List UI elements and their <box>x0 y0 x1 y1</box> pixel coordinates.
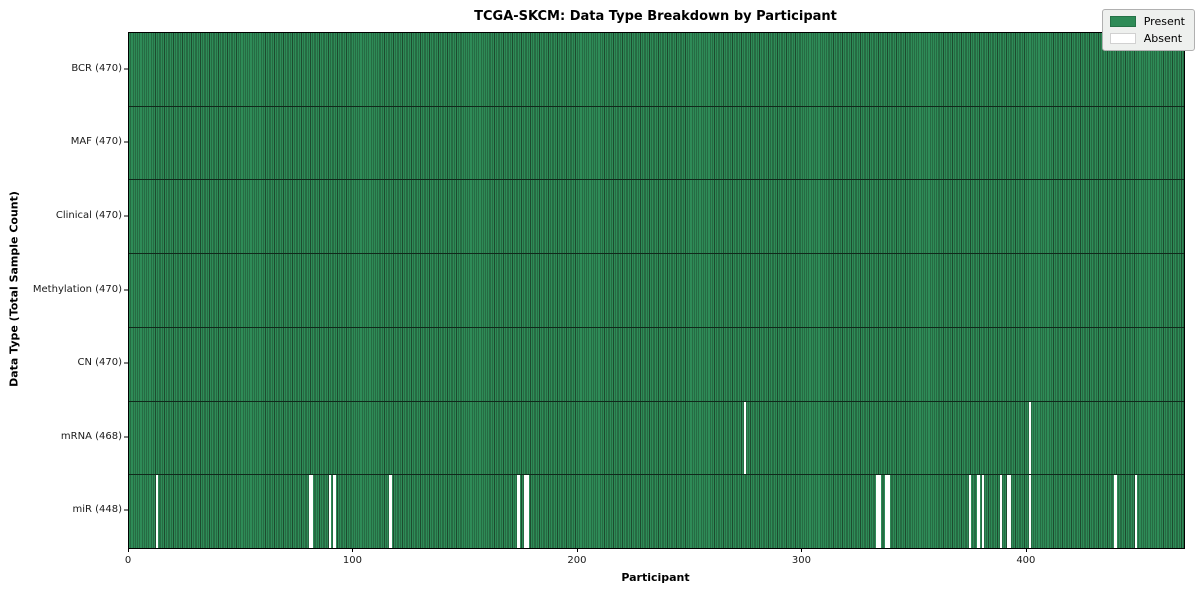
absent-cell <box>887 475 891 549</box>
heatmap-row <box>129 254 1184 328</box>
legend-present-label: Present <box>1143 15 1185 28</box>
x-tick-mark <box>576 548 578 552</box>
chart-title: TCGA-SKCM: Data Type Breakdown by Partic… <box>474 9 837 24</box>
y-tick-mark <box>124 215 128 217</box>
absent-cell <box>1114 475 1117 549</box>
heatmap-plot-area <box>128 32 1185 549</box>
heatmap-row <box>129 106 1184 181</box>
heatmap-row <box>129 475 1184 549</box>
y-tick-label: mRNA (468) <box>60 430 122 442</box>
heatmap-row <box>129 401 1184 476</box>
absent-cell <box>968 475 971 549</box>
y-tick-mark <box>124 141 128 143</box>
x-tick-label: 400 <box>1016 555 1036 566</box>
x-tick-mark <box>352 548 354 552</box>
absent-cell <box>526 475 529 549</box>
legend-item-absent: Absent <box>1109 32 1185 45</box>
present-swatch-icon <box>1109 16 1136 27</box>
legend: Present Absent <box>1101 9 1195 51</box>
y-tick-mark <box>124 436 128 438</box>
absent-cell <box>744 401 747 475</box>
absent-cell <box>308 475 311 549</box>
absent-cell <box>310 475 314 549</box>
absent-swatch-icon <box>1109 33 1136 44</box>
y-tick-label: BCR (470) <box>71 62 122 74</box>
absent-cell <box>885 475 888 549</box>
absent-cell <box>517 475 520 549</box>
absent-cell <box>878 475 882 549</box>
absent-cell <box>981 475 985 549</box>
absent-cell <box>999 475 1003 549</box>
x-axis-label: Participant <box>621 571 690 584</box>
y-tick-label: CN (470) <box>77 357 122 369</box>
heatmap-row <box>129 327 1184 402</box>
absent-cell <box>1134 475 1137 549</box>
absent-cell <box>155 475 159 549</box>
y-tick-label: MAF (470) <box>70 136 122 148</box>
absent-cell <box>389 475 392 549</box>
y-tick-label: miR (448) <box>72 504 122 516</box>
y-tick-label: Methylation (470) <box>32 283 122 295</box>
absent-cell <box>1029 401 1032 475</box>
absent-cell <box>524 475 527 549</box>
x-tick-label: 100 <box>342 555 362 566</box>
legend-item-present: Present <box>1109 15 1185 28</box>
absent-cell <box>1006 475 1009 549</box>
absent-cell <box>876 475 879 549</box>
y-tick-mark <box>124 509 128 511</box>
x-tick-label: 0 <box>124 555 132 566</box>
y-tick-mark <box>124 289 128 290</box>
heatmap-row <box>129 33 1184 107</box>
x-tick-mark <box>801 548 803 552</box>
y-tick-mark <box>124 68 128 70</box>
absent-cell <box>1029 475 1032 549</box>
absent-cell <box>977 475 980 549</box>
legend-absent-label: Absent <box>1143 32 1183 45</box>
y-tick-mark <box>124 362 128 364</box>
x-tick-mark <box>1025 548 1027 552</box>
heatmap-row <box>129 180 1184 255</box>
absent-cell <box>333 475 336 549</box>
absent-cell <box>328 475 332 549</box>
x-tick-label: 300 <box>791 555 811 566</box>
y-tick-label: Clinical (470) <box>55 209 122 221</box>
x-tick-label: 200 <box>567 555 587 566</box>
x-tick-mark <box>128 548 129 552</box>
absent-cell <box>1008 475 1012 549</box>
